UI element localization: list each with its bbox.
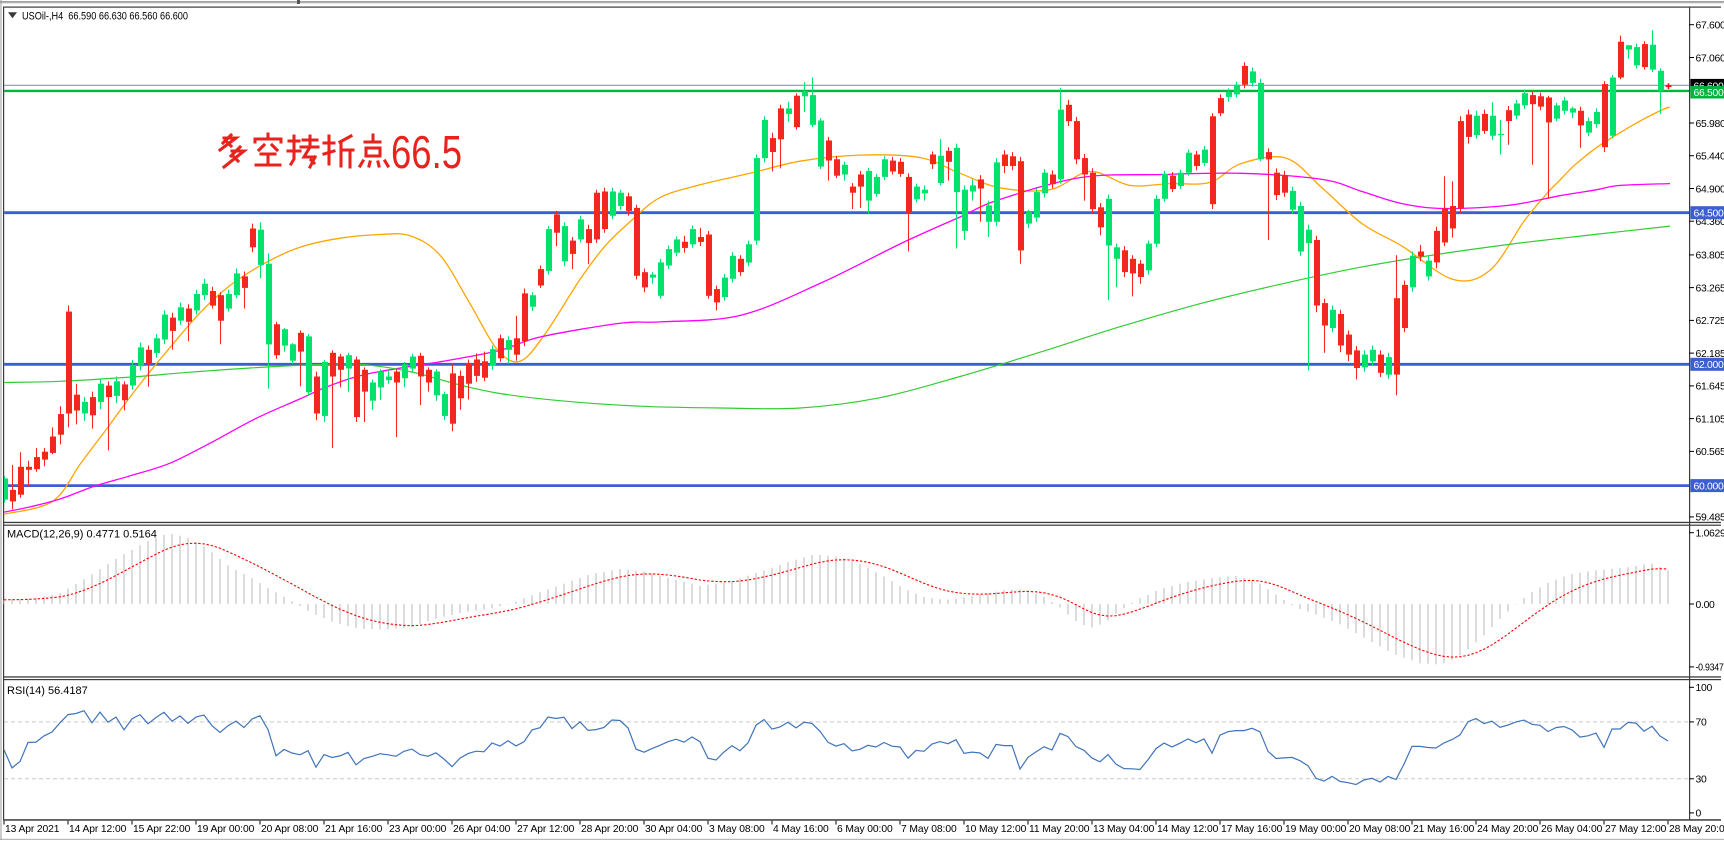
svg-text:21 May 16:00: 21 May 16:00 bbox=[1413, 824, 1475, 835]
svg-text:66.5: 66.5 bbox=[391, 126, 462, 178]
svg-text:13 May 04:00: 13 May 04:00 bbox=[1093, 824, 1155, 835]
svg-text:30: 30 bbox=[1696, 775, 1707, 786]
svg-text:27 May 12:00: 27 May 12:00 bbox=[1605, 824, 1667, 835]
svg-text:61.105: 61.105 bbox=[1696, 414, 1724, 425]
svg-text:67.060: 67.060 bbox=[1696, 53, 1724, 64]
svg-text:28 Apr 20:00: 28 Apr 20:00 bbox=[581, 824, 639, 835]
svg-text:67.600: 67.600 bbox=[1696, 21, 1724, 32]
svg-text:59.485: 59.485 bbox=[1696, 513, 1724, 524]
svg-text:6 May 00:00: 6 May 00:00 bbox=[837, 824, 893, 835]
svg-text:62.185: 62.185 bbox=[1696, 349, 1724, 360]
svg-text:4 May 16:00: 4 May 16:00 bbox=[773, 824, 829, 835]
svg-text:65.440: 65.440 bbox=[1696, 152, 1724, 163]
svg-text:28 May 20:00: 28 May 20:00 bbox=[1669, 824, 1724, 835]
svg-text:10 May 12:00: 10 May 12:00 bbox=[965, 824, 1027, 835]
svg-text:66.500: 66.500 bbox=[1694, 88, 1724, 99]
svg-text:64.360: 64.360 bbox=[1696, 217, 1724, 228]
svg-text:24 May 20:00: 24 May 20:00 bbox=[1477, 824, 1539, 835]
svg-text:30 Apr 04:00: 30 Apr 04:00 bbox=[645, 824, 703, 835]
svg-text:26 Apr 04:00: 26 Apr 04:00 bbox=[453, 824, 511, 835]
svg-text:20 Apr 08:00: 20 Apr 08:00 bbox=[261, 824, 319, 835]
svg-text:64.500: 64.500 bbox=[1694, 209, 1724, 220]
svg-text:21 Apr 16:00: 21 Apr 16:00 bbox=[325, 824, 383, 835]
svg-text:MACD(12,26,9) 0.4771 0.5164: MACD(12,26,9) 0.4771 0.5164 bbox=[7, 529, 157, 541]
svg-text:65.980: 65.980 bbox=[1696, 119, 1724, 130]
svg-text:15 Apr 22:00: 15 Apr 22:00 bbox=[133, 824, 191, 835]
svg-text:63.265: 63.265 bbox=[1696, 283, 1724, 294]
svg-text:-0.9347: -0.9347 bbox=[1696, 663, 1724, 674]
svg-text:14 Apr 12:00: 14 Apr 12:00 bbox=[69, 824, 127, 835]
svg-text:23 Apr 00:00: 23 Apr 00:00 bbox=[389, 824, 447, 835]
svg-text:62.000: 62.000 bbox=[1694, 360, 1724, 371]
svg-text:100: 100 bbox=[1696, 683, 1713, 694]
svg-text:17 May 16:00: 17 May 16:00 bbox=[1221, 824, 1283, 835]
svg-text:0: 0 bbox=[1696, 809, 1702, 820]
svg-text:11 May 20:00: 11 May 20:00 bbox=[1029, 824, 1090, 835]
svg-text:RSI(14) 56.4187: RSI(14) 56.4187 bbox=[7, 685, 88, 697]
svg-text:1.0629: 1.0629 bbox=[1696, 529, 1724, 540]
svg-text:20 May 08:00: 20 May 08:00 bbox=[1349, 824, 1411, 835]
svg-text:0.00: 0.00 bbox=[1696, 600, 1716, 611]
svg-text:70: 70 bbox=[1696, 718, 1707, 729]
svg-text:7 May 08:00: 7 May 08:00 bbox=[901, 824, 957, 835]
svg-text:62.725: 62.725 bbox=[1696, 316, 1724, 327]
svg-text:14 May 12:00: 14 May 12:00 bbox=[1157, 824, 1219, 835]
svg-text:3 May 08:00: 3 May 08:00 bbox=[709, 824, 765, 835]
svg-text:19 May 00:00: 19 May 00:00 bbox=[1285, 824, 1347, 835]
svg-text:27 Apr 12:00: 27 Apr 12:00 bbox=[517, 824, 575, 835]
svg-text:64.900: 64.900 bbox=[1696, 184, 1724, 195]
svg-text:USOil-,H4 66.590 66.630 66.56: USOil-,H4 66.590 66.630 66.560 66.600 bbox=[22, 11, 188, 23]
svg-text:60.565: 60.565 bbox=[1696, 447, 1724, 458]
svg-text:60.000: 60.000 bbox=[1694, 481, 1724, 492]
svg-text:63.805: 63.805 bbox=[1696, 251, 1724, 262]
svg-text:26 May 04:00: 26 May 04:00 bbox=[1541, 824, 1603, 835]
svg-text:19 Apr 00:00: 19 Apr 00:00 bbox=[197, 824, 255, 835]
svg-text:61.645: 61.645 bbox=[1696, 382, 1724, 393]
svg-text:13 Apr 2021: 13 Apr 2021 bbox=[5, 824, 60, 835]
